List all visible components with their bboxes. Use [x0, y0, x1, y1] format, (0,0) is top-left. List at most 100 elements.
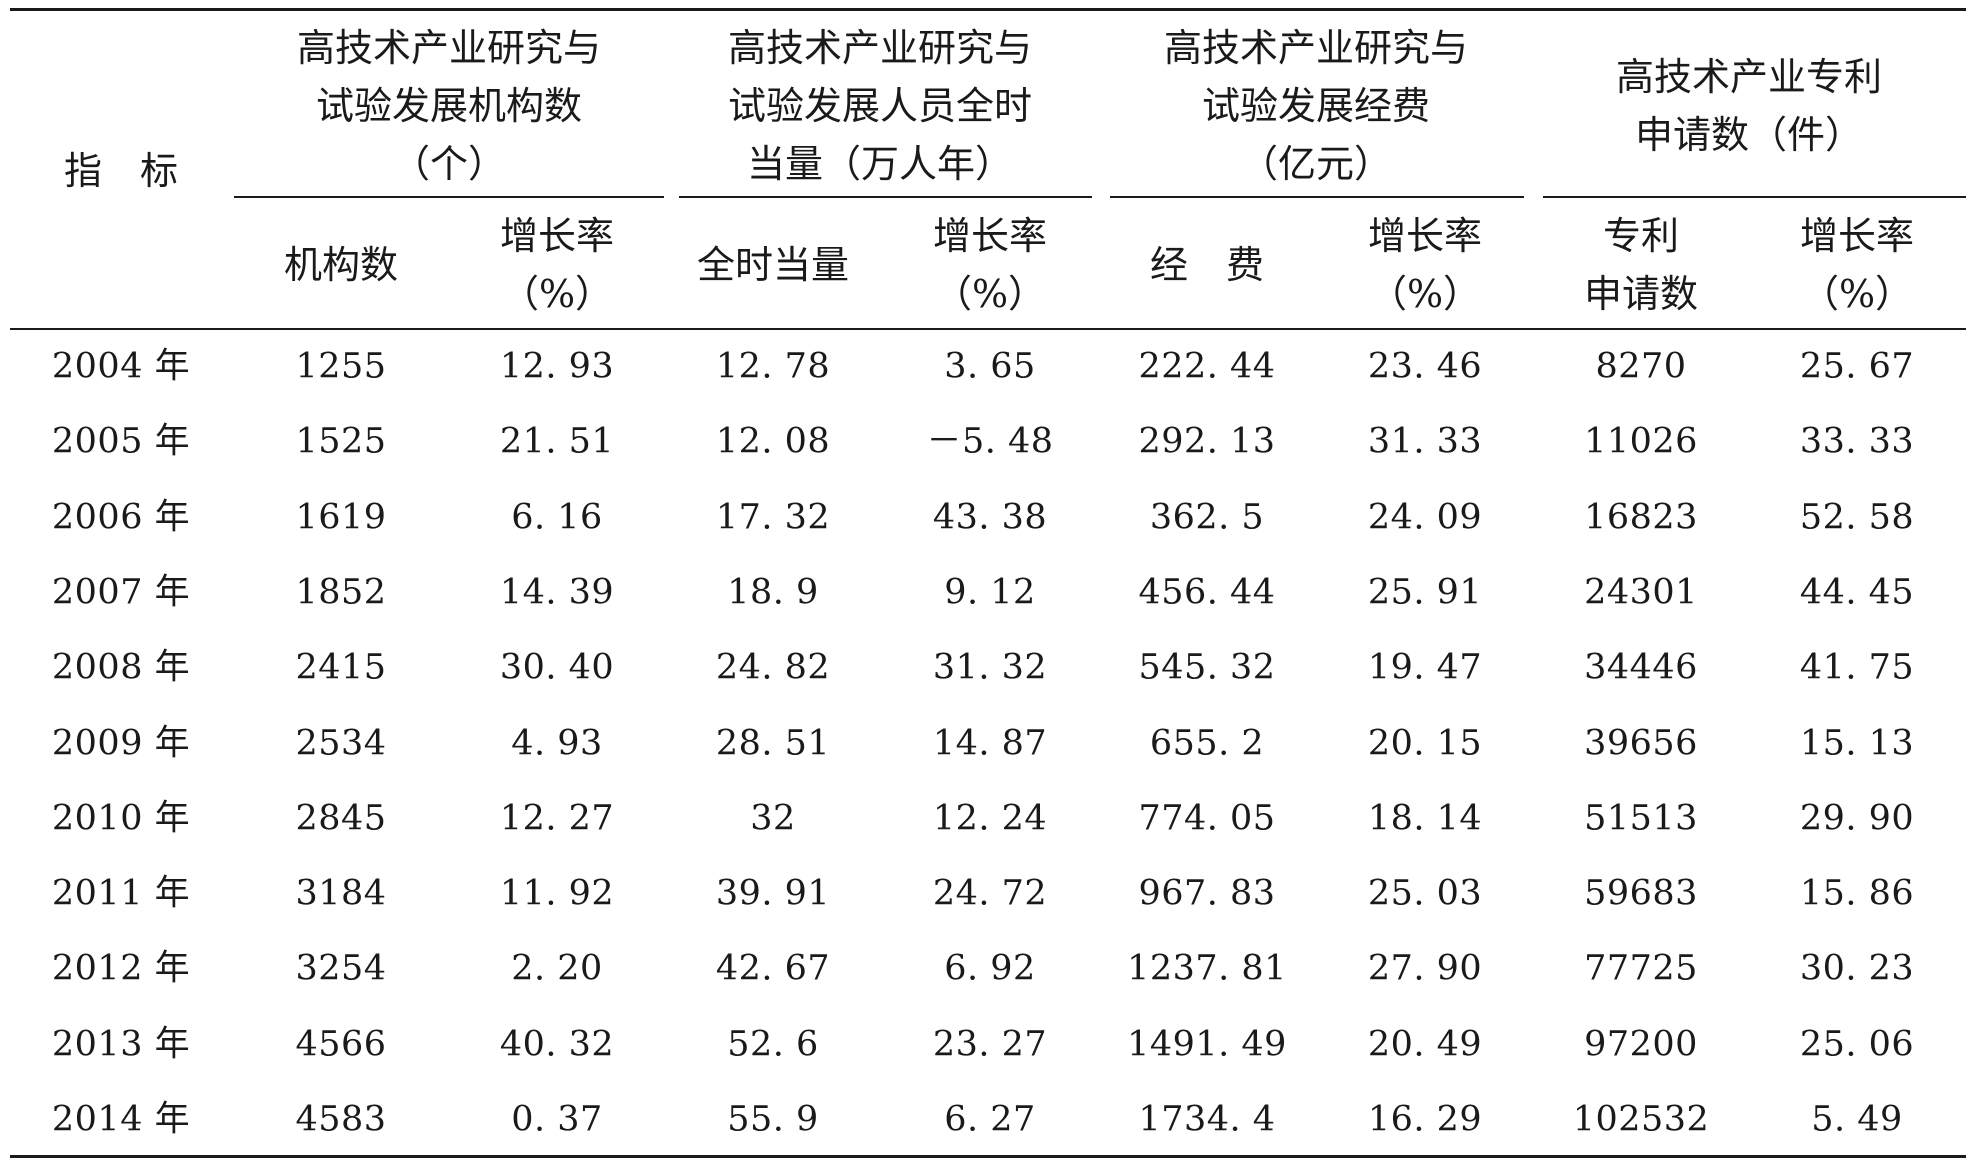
row-7-cell-5: 774. 05	[1138, 798, 1276, 839]
row-2-cell-5: 292. 13	[1138, 421, 1276, 462]
row-6-cell-5: 655. 2	[1149, 723, 1265, 763]
row-1-cell-5: 222. 44	[1138, 346, 1276, 387]
row-4-cell-8: 44. 45	[1799, 572, 1915, 613]
group-4-underline	[1543, 196, 1966, 198]
row-7-cell-4: 12. 24	[932, 798, 1048, 839]
group-4-sub-1-line-1: 专利	[1602, 214, 1680, 258]
row-11-cell-4: 6. 27	[944, 1099, 1036, 1140]
row-4-cell-1: 1852	[295, 572, 387, 613]
group-3-title-line-3: （亿元）	[1239, 142, 1393, 186]
row-3-cell-4: 43. 38	[932, 497, 1048, 538]
row-3-cell-2: 6. 16	[511, 497, 603, 538]
row-7-cell-1: 2845	[295, 798, 387, 839]
row-1-cell-6: 23. 46	[1367, 346, 1483, 387]
row-11-cell-6: 16. 29	[1367, 1099, 1483, 1140]
row-4-year: 2007 年	[51, 572, 191, 613]
row-11-cell-1: 4583	[295, 1099, 387, 1140]
row-10-cell-6: 20. 49	[1367, 1024, 1483, 1065]
row-7-cell-8: 29. 90	[1799, 798, 1915, 839]
row-8-cell-3: 39. 91	[715, 873, 831, 914]
row-8-cell-1: 3184	[295, 873, 387, 914]
row-4-cell-4: 9. 12	[944, 572, 1036, 613]
row-1-year: 2004 年	[51, 346, 191, 387]
row-7-cell-2: 12. 27	[499, 798, 615, 839]
row-9-cell-7: 77725	[1584, 948, 1698, 989]
row-3-year: 2006 年	[51, 497, 191, 538]
row-3-cell-6: 24. 09	[1367, 497, 1483, 538]
group-4-sub-2-line-1: 增长率	[1799, 214, 1915, 258]
row-5-year: 2008 年	[51, 647, 191, 688]
row-10-year: 2013 年	[51, 1024, 191, 1065]
row-11-year: 2014 年	[51, 1099, 191, 1140]
row-6-year: 2009 年	[51, 723, 191, 763]
row-2-cell-4: －5. 48	[926, 421, 1054, 462]
group-1-title-line-2: 试验发展机构数	[315, 84, 583, 128]
row-5-cell-1: 2415	[295, 647, 387, 688]
row-11-cell-5: 1734. 4	[1138, 1099, 1276, 1140]
row-9-cell-1: 3254	[295, 948, 387, 989]
row-6-cell-7: 39656	[1584, 723, 1698, 763]
row-6-cell-8: 15. 13	[1799, 723, 1915, 763]
row-11-cell-7: 102532	[1572, 1099, 1710, 1140]
row-1-cell-3: 12. 78	[715, 346, 831, 387]
row-5-cell-6: 19. 47	[1367, 647, 1483, 688]
group-1-title-line-1: 高技术产业研究与	[296, 26, 602, 70]
group-2-underline	[679, 196, 1092, 198]
row-8-cell-4: 24. 72	[932, 873, 1048, 914]
row-8-cell-8: 15. 86	[1799, 873, 1915, 914]
group-2-title-line-1: 高技术产业研究与	[727, 26, 1033, 70]
group-1-title-line-3: （个）	[391, 142, 507, 186]
row-3-cell-5: 362. 5	[1149, 497, 1265, 538]
row-7-cell-3: 32	[750, 798, 796, 839]
table-top-rule	[10, 8, 1966, 11]
group-2-sub-2-line-1: 增长率	[932, 214, 1048, 258]
row-5-cell-8: 41. 75	[1799, 647, 1915, 688]
row-2-cell-1: 1525	[295, 421, 387, 462]
row-6-cell-1: 2534	[295, 723, 387, 763]
row-2-cell-8: 33. 33	[1799, 421, 1915, 462]
row-2-cell-2: 21. 51	[499, 421, 615, 462]
group-4-sub-2-line-2: （%）	[1800, 272, 1914, 316]
row-8-cell-5: 967. 83	[1138, 873, 1276, 914]
row-10-cell-4: 23. 27	[932, 1024, 1048, 1065]
row-2-cell-7: 11026	[1584, 421, 1698, 462]
row-3-cell-3: 17. 32	[715, 497, 831, 538]
row-3-cell-8: 52. 58	[1799, 497, 1915, 538]
row-4-cell-7: 24301	[1584, 572, 1698, 613]
row-9-cell-4: 6. 92	[944, 948, 1036, 989]
row-9-cell-3: 42. 67	[715, 948, 831, 989]
row-5-cell-4: 31. 32	[932, 647, 1048, 688]
row-10-cell-3: 52. 6	[727, 1024, 819, 1065]
group-3-underline	[1110, 196, 1524, 198]
row-10-cell-8: 25. 06	[1799, 1024, 1915, 1065]
group-3-sub-2-line-2: （%）	[1368, 272, 1482, 316]
row-2-year: 2005 年	[51, 421, 191, 462]
row-8-cell-2: 11. 92	[499, 873, 615, 914]
group-1-sub-1-line-1: 机构数	[283, 243, 399, 287]
row-11-cell-8: 5. 49	[1811, 1099, 1903, 1140]
row-3-cell-1: 1619	[295, 497, 387, 538]
row-8-year: 2011 年	[51, 873, 191, 914]
row-7-cell-7: 51513	[1584, 798, 1698, 839]
group-2-title-line-3: 当量（万人年）	[746, 142, 1014, 186]
row-8-cell-6: 25. 03	[1367, 873, 1483, 914]
row-9-cell-5: 1237. 81	[1127, 948, 1287, 989]
row-9-cell-8: 30. 23	[1799, 948, 1915, 989]
row-11-cell-2: 0. 37	[511, 1099, 603, 1140]
row-6-cell-2: 4. 93	[511, 723, 603, 763]
row-3-cell-7: 16823	[1584, 497, 1698, 538]
row-4-cell-3: 18. 9	[727, 572, 819, 613]
group-2-sub-1-line-1: 全时当量	[696, 243, 850, 287]
group-3-title-line-1: 高技术产业研究与	[1163, 26, 1469, 70]
group-2-sub-2-line-2: （%）	[933, 272, 1047, 316]
group-4-title-line-2: 申请数（件）	[1634, 113, 1864, 157]
group-1-underline	[234, 196, 664, 198]
group-3-title-line-2: 试验发展经费	[1201, 84, 1431, 128]
row-1-cell-4: 3. 65	[944, 346, 1036, 387]
row-6-cell-3: 28. 51	[715, 723, 831, 763]
row-1-cell-8: 25. 67	[1799, 346, 1915, 387]
row-2-cell-6: 31. 33	[1367, 421, 1483, 462]
group-1-sub-2-line-2: （%）	[500, 272, 614, 316]
group-4-sub-1-line-2: 申请数	[1583, 272, 1699, 316]
group-2-title-line-2: 试验发展人员全时	[727, 84, 1033, 128]
